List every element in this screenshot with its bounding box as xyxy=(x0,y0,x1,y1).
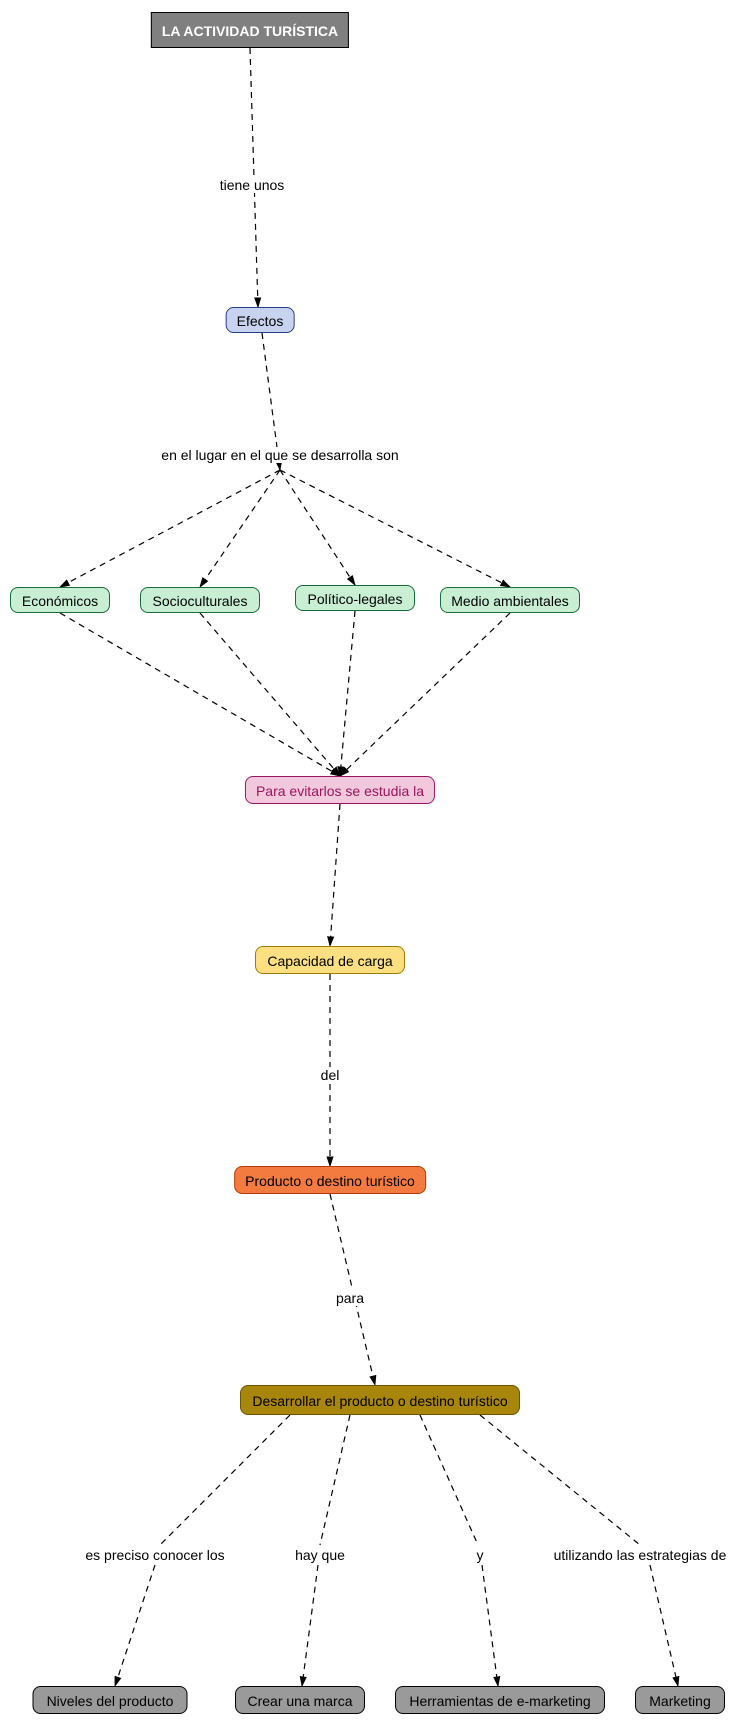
node-title: LA ACTIVIDAD TURÍSTICA xyxy=(151,12,349,48)
node-socioculturales: Socioculturales xyxy=(140,587,260,613)
node-medio-ambientales: Medio ambientales xyxy=(440,587,580,613)
edges-layer xyxy=(0,0,752,1733)
node-desarrollar: Desarrollar el producto o destino turíst… xyxy=(240,1385,520,1415)
node-efectos: Efectos xyxy=(226,307,295,333)
node-marketing: Marketing xyxy=(635,1686,725,1714)
edge-label-y: y xyxy=(475,1547,486,1563)
edge-label-del: del xyxy=(319,1067,342,1083)
edge-label-en-lugar: en el lugar en el que se desarrolla son xyxy=(159,447,400,463)
node-niveles-producto: Niveles del producto xyxy=(33,1686,188,1714)
node-capacidad-carga: Capacidad de carga xyxy=(255,946,405,974)
node-para-evitarlos: Para evitarlos se estudia la xyxy=(245,776,435,804)
edge-label-es-preciso: es preciso conocer los xyxy=(83,1547,226,1563)
edge-label-utilizando: utilizando las estrategias de xyxy=(552,1547,729,1563)
edge-label-tiene-unos: tiene unos xyxy=(218,177,287,193)
diagram-stage: LA ACTIVIDAD TURÍSTICA Efectos Económico… xyxy=(0,0,752,1733)
node-crear-marca: Crear una marca xyxy=(235,1686,365,1714)
node-producto-destino: Producto o destino turístico xyxy=(234,1166,426,1194)
node-e-marketing: Herramientas de e-marketing xyxy=(395,1686,605,1714)
edge-label-hay-que: hay que xyxy=(293,1547,347,1563)
node-economicos: Económicos xyxy=(10,587,110,613)
edge-label-para: para xyxy=(334,1290,366,1306)
node-politico-legales: Político-legales xyxy=(295,585,415,611)
